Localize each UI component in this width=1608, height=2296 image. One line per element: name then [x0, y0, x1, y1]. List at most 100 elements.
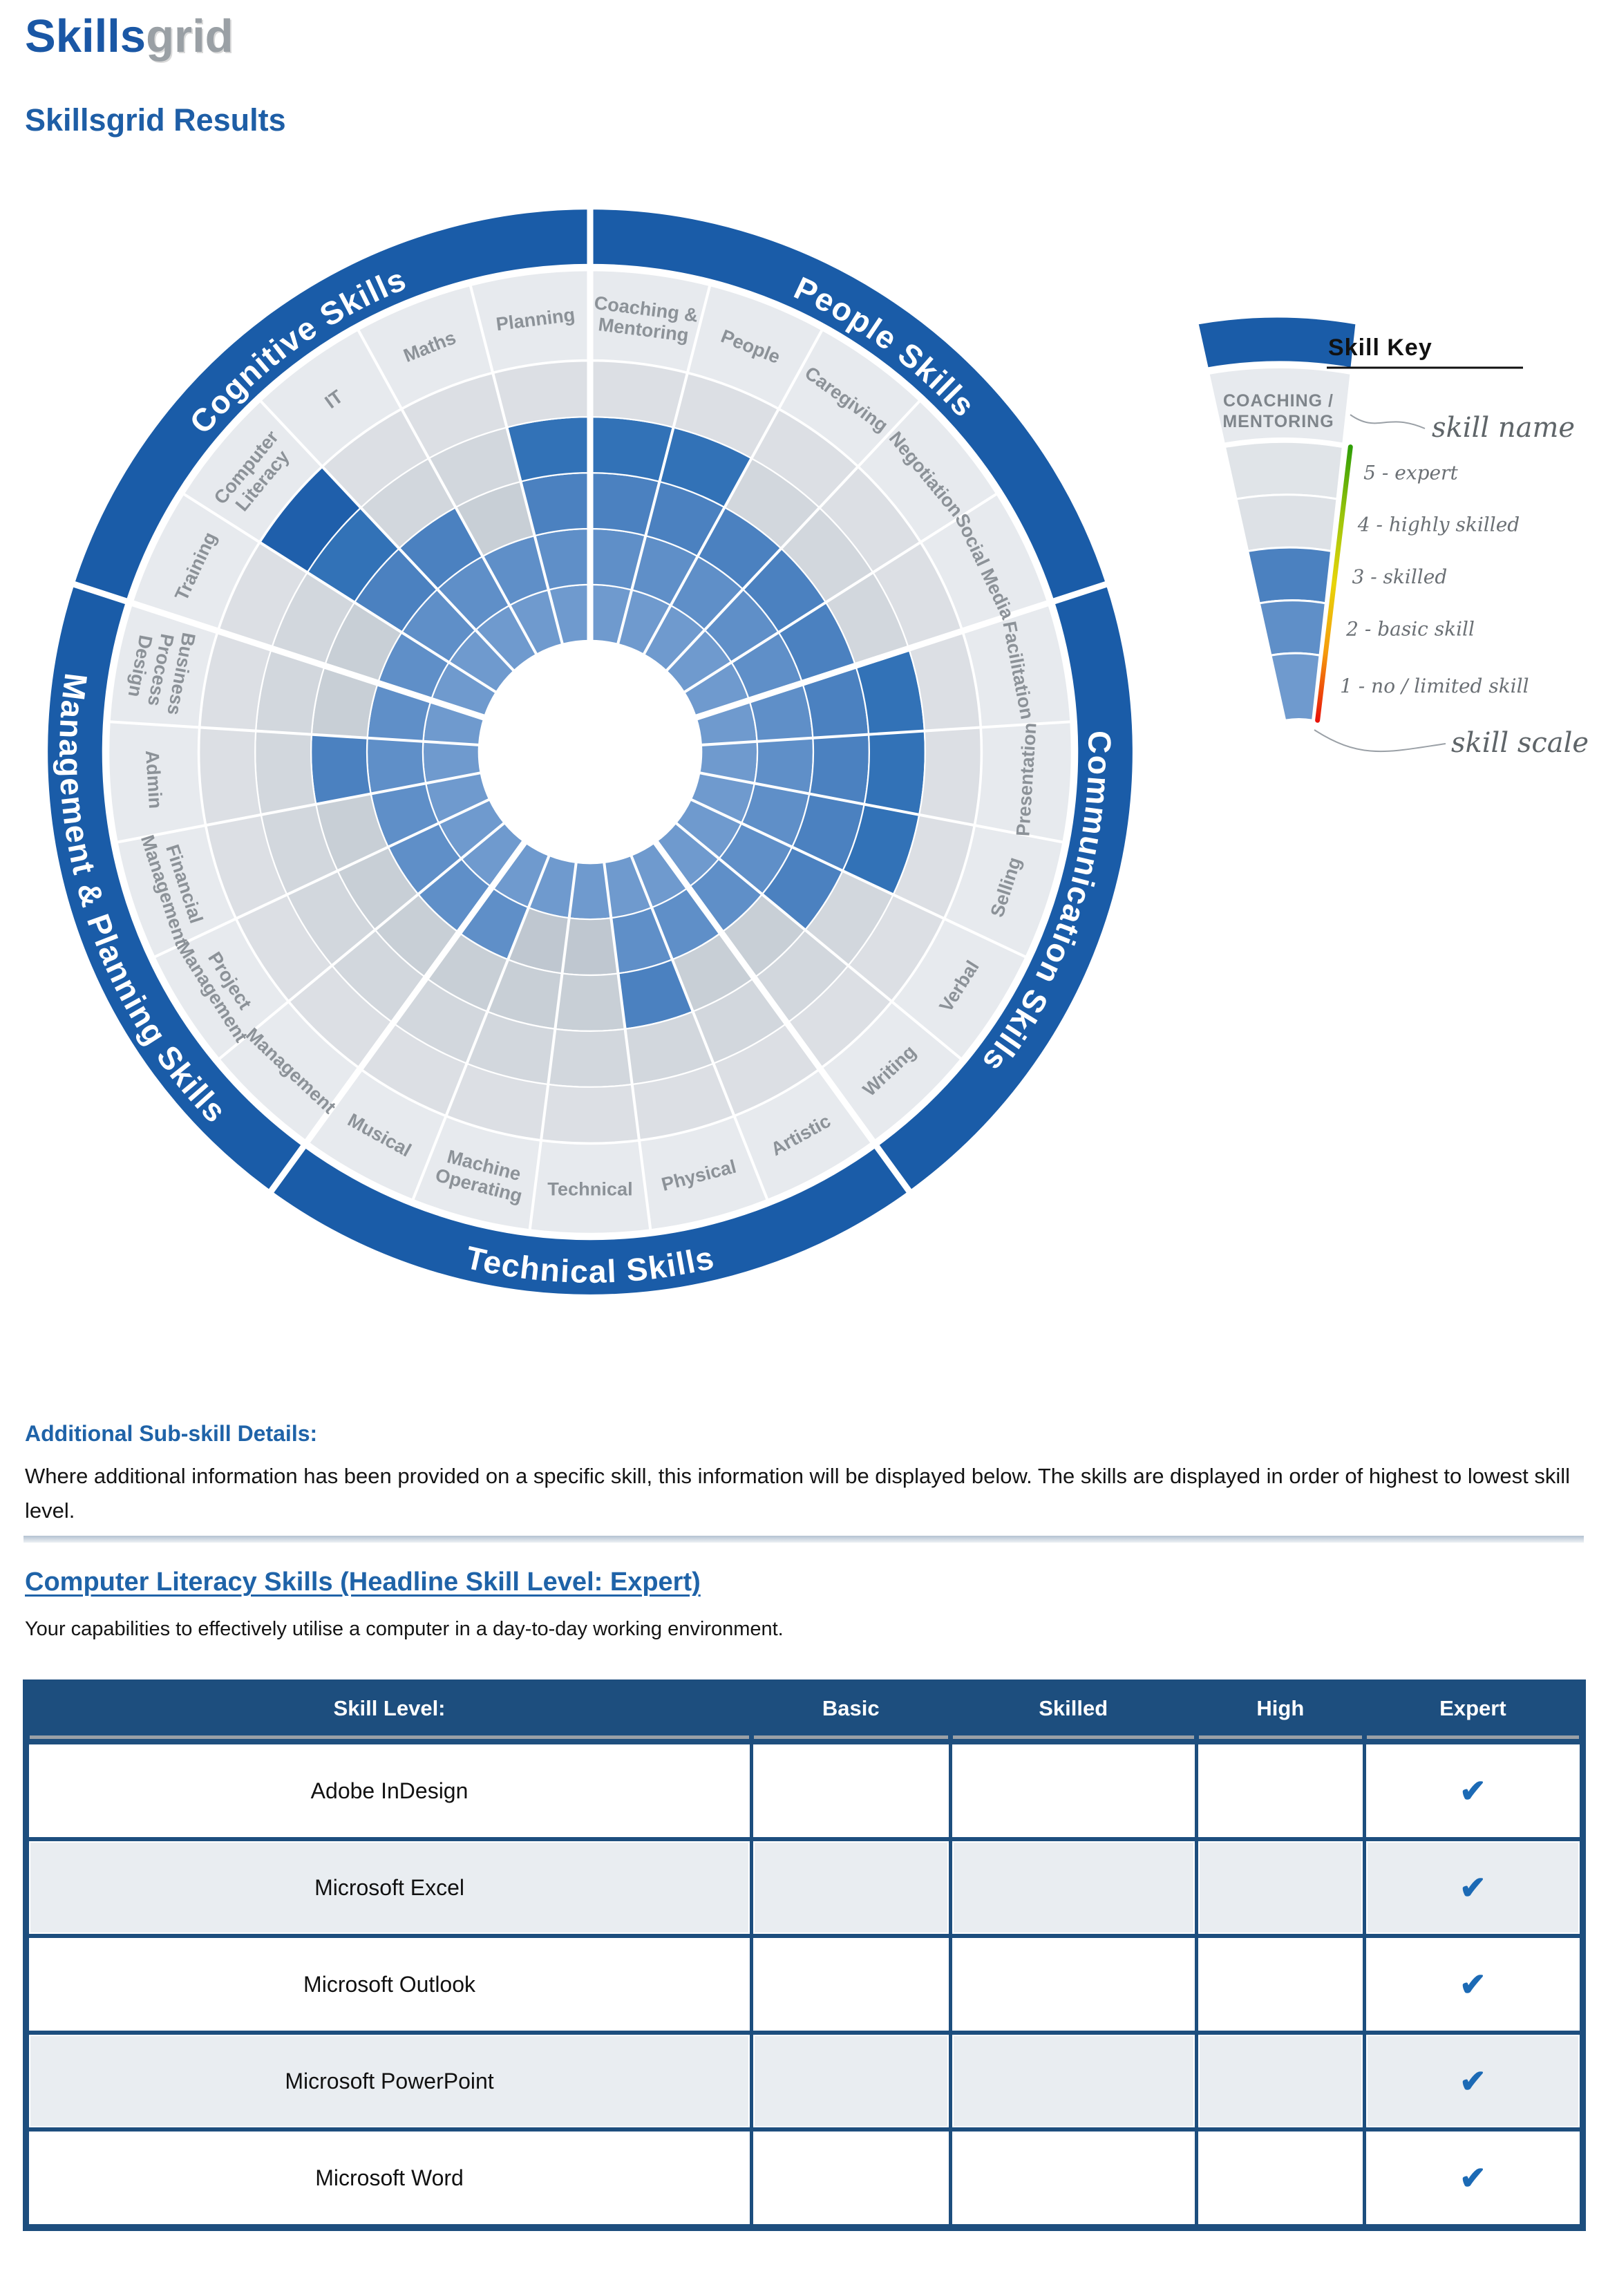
table-cell-high	[1198, 1744, 1363, 1837]
wheel-cell	[198, 726, 263, 827]
key-ring-2	[1258, 599, 1327, 657]
key-level-label: 5 - expert	[1363, 461, 1458, 484]
wheel-cell	[561, 916, 619, 977]
table-cell-skill-name: Microsoft Excel	[29, 1841, 750, 1934]
wheel-wedge-divider	[108, 720, 481, 747]
wheel-wedge-divider	[602, 860, 652, 1232]
table-cell-skill-name: Microsoft Word	[29, 2132, 750, 2224]
wheel-wedge-divider	[629, 854, 770, 1202]
table-header-skilled: Skilled	[952, 1686, 1195, 1740]
wheel-wedge-divider	[258, 398, 516, 673]
table-cell-basic	[753, 1938, 949, 2031]
table-cell-basic	[753, 2035, 949, 2127]
wheel-wedge-divider	[699, 720, 1072, 747]
wheel-cell	[310, 733, 372, 805]
wheel-cell	[554, 972, 626, 1032]
wheel-cell	[254, 730, 317, 816]
check-icon: ✔	[1459, 1966, 1486, 2002]
wheel-cell	[540, 1083, 641, 1144]
key-skill-name-connector	[1350, 414, 1426, 429]
table-cell-basic	[753, 2132, 949, 2224]
wheel-category-divider	[267, 838, 529, 1195]
key-level-label: 2 - basic skill	[1345, 618, 1475, 641]
wheel-cell	[491, 360, 592, 429]
skill-table-header: Skill Level: Basic Skilled High Expert	[29, 1686, 1580, 1740]
key-title: Skill Key	[1328, 335, 1432, 361]
wheel-wedge-divider	[616, 283, 712, 646]
skill-key-svg: COACHING / MENTORING 5 - expert 4 - highly …	[1196, 315, 1589, 759]
table-header-skill-level-: Skill Level:	[29, 1686, 750, 1740]
table-row: Microsoft Excel ✔	[29, 1841, 1580, 1934]
additional-details-block: Additional Sub-skill Details: Where addi…	[25, 1421, 1584, 1528]
wheel-wedge-divider	[528, 860, 578, 1232]
wheel-category-divider	[651, 838, 914, 1195]
wheel-cell	[547, 1028, 634, 1088]
wheel-wedge-divider	[697, 771, 1066, 844]
wheel-cell	[589, 360, 689, 429]
table-row: Adobe InDesign ✔	[29, 1744, 1580, 1837]
wheel-skill-label: Technical	[547, 1178, 632, 1199]
table-header-expert: Expert	[1366, 1686, 1580, 1740]
wheel-wedge-divider	[410, 854, 551, 1202]
wheel-cell	[808, 733, 870, 805]
additional-details-heading: Additional Sub-skill Details:	[25, 1421, 318, 1446]
key-ring-5	[1223, 440, 1344, 500]
key-category-band	[1196, 315, 1358, 370]
key-ring-4	[1235, 493, 1339, 553]
page-title: Skillsgrid Results	[25, 102, 286, 138]
section-description: Your capabilities to effectively utilise…	[25, 1618, 784, 1640]
skill-table-body: Adobe InDesign ✔ Microsoft Excel ✔ Microsoft…	[29, 1744, 1580, 2224]
table-cell-high	[1198, 2035, 1363, 2127]
wheel-skill-label: Admin	[142, 749, 167, 809]
additional-details-paragraph: Where additional information has been pr…	[25, 1464, 1571, 1523]
wheel-wedge-divider	[216, 820, 507, 1062]
table-cell-skill-name: Microsoft Outlook	[29, 1938, 750, 2031]
table-cell-expert: ✔	[1365, 1841, 1580, 1934]
check-icon: ✔	[1459, 2063, 1486, 2099]
table-cell-skilled	[952, 1744, 1195, 1837]
wheel-wedge-divider	[181, 491, 498, 695]
wheel-wedge-divider	[356, 328, 539, 657]
key-skill-name-band	[1207, 366, 1352, 445]
logo-part-grid: grid	[146, 10, 234, 62]
wheel-cell	[863, 730, 926, 816]
computer-literacy-section: Computer Literacy Skills (Headline Skill…	[25, 1568, 1584, 1641]
skill-key-legend: COACHING / MENTORING 5 - expert 4 - highly …	[1166, 310, 1608, 821]
key-ring-3	[1246, 546, 1333, 605]
table-cell-skilled	[952, 2132, 1195, 2224]
key-level-label: 4 - highly skilled	[1357, 514, 1520, 536]
table-cell-basic	[753, 1744, 949, 1837]
skills-wheel-chart: Coaching &Mentoring People Caregiving Negot…	[33, 195, 1147, 1309]
check-icon: ✔	[1459, 1773, 1486, 1809]
section-divider	[23, 1536, 1584, 1543]
wheel-wedge-divider	[689, 797, 1028, 959]
wheel-category-divider	[692, 580, 1110, 722]
table-cell-skilled	[952, 1938, 1195, 2031]
section-heading-link[interactable]: Computer Literacy Skills (Headline Skill…	[25, 1568, 701, 1597]
wheel-wedge-divider	[469, 283, 565, 646]
key-skill-scale-connector	[1314, 729, 1446, 753]
table-cell-expert: ✔	[1365, 2132, 1580, 2224]
table-cell-skill-name: Adobe InDesign	[29, 1744, 750, 1837]
table-cell-skilled	[952, 2035, 1195, 2127]
wheel-svg: Coaching &Mentoring PeopleCaregivingNegot…	[46, 207, 1134, 1296]
table-cell-expert: ✔	[1365, 2035, 1580, 2127]
key-example-skill: COACHING / MENTORING	[1222, 391, 1334, 431]
skill-level-table: Skill Level: Basic Skilled High Expert Adobe…	[23, 1679, 1586, 2231]
key-skill-name-label: skill name	[1432, 412, 1575, 444]
wheel-wedge-divider	[674, 820, 964, 1062]
wheel-wedge-divider	[115, 771, 483, 844]
app-logo: Skillsgrid	[25, 10, 234, 63]
table-row: Microsoft PowerPoint ✔	[29, 2035, 1580, 2127]
wheel-category-divider	[70, 580, 488, 722]
wheel-wedge-divider	[152, 797, 491, 959]
table-row: Microsoft Word ✔	[29, 2132, 1580, 2224]
table-row: Microsoft Outlook ✔	[29, 1938, 1580, 2031]
wheel-wedge-divider	[641, 328, 824, 657]
table-cell-expert: ✔	[1365, 1938, 1580, 2031]
table-header-high: High	[1198, 1686, 1363, 1740]
wheel-cell	[918, 726, 982, 827]
key-skill-scale-label: skill scale	[1451, 727, 1589, 759]
table-cell-high	[1198, 1938, 1363, 2031]
table-cell-basic	[753, 1841, 949, 1934]
